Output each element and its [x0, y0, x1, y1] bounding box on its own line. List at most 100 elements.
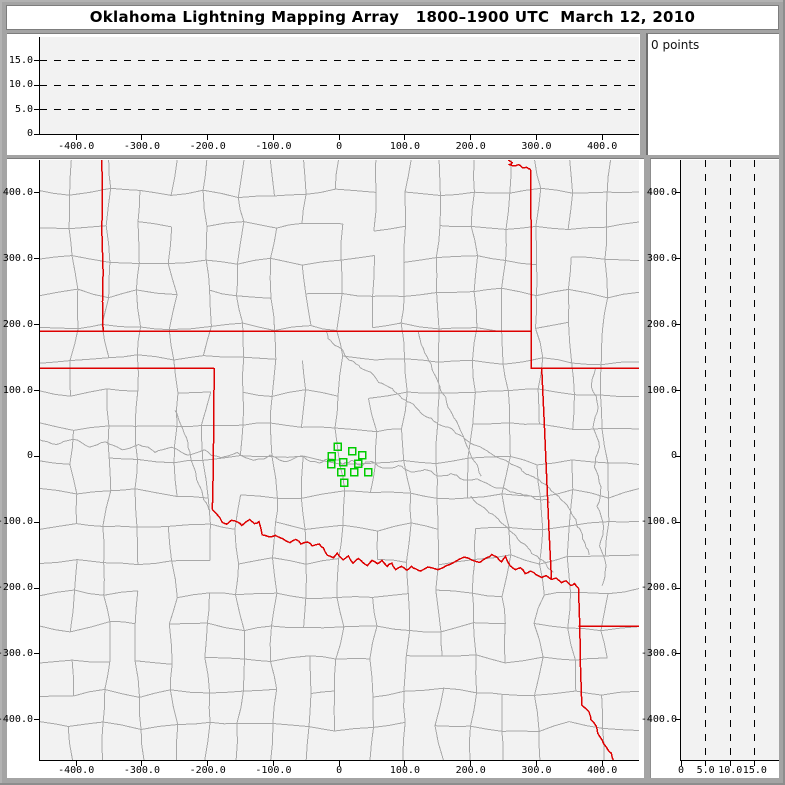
map-y-tick [34, 455, 39, 457]
top-y-tick-label: 0 [26, 128, 33, 139]
map-x-tick [141, 761, 143, 766]
map-y-tick-label: -400.0 [0, 713, 33, 725]
lma-station-marker [338, 458, 348, 467]
top-y-tick [34, 133, 39, 135]
lma-station-marker [333, 442, 343, 451]
right-y-tick [675, 719, 680, 721]
lma-station-marker [327, 460, 336, 469]
oklahoma-region-map [40, 160, 639, 760]
right-y-tick [675, 324, 680, 326]
right-x-tick [705, 761, 707, 766]
top-x-tick-label: 200.0 [455, 141, 486, 152]
right-y-tick-label: 100.0 [646, 384, 677, 396]
right-y-tick-label: -400.0 [640, 713, 677, 725]
map-x-tick [601, 761, 603, 766]
right-y-tick [675, 521, 680, 523]
lma-station-marker [350, 467, 359, 477]
right-y-tick [675, 653, 680, 655]
map-y-tick-label: 400.0 [2, 186, 33, 198]
map-x-tick-label: -400.0 [58, 765, 95, 776]
map-x-tick-label: 300.0 [521, 765, 552, 776]
map-y-tick [34, 587, 39, 589]
map-x-tick-label: -200.0 [189, 765, 226, 776]
right-y-tick [675, 258, 680, 260]
top-x-tick-label: 100.0 [389, 141, 420, 152]
top-y-tick-label: 10.0 [8, 79, 33, 91]
window-title: Oklahoma Lightning Mapping Array 1800–19… [89, 8, 696, 26]
top-x-tick [272, 135, 274, 140]
map-y-tick-label: -200.0 [0, 582, 33, 594]
top-y-tick-label: 15.0 [8, 54, 33, 66]
top-x-tick [470, 135, 472, 140]
top-y-tick [34, 60, 39, 62]
altitude-gridline-dashed [729, 160, 731, 760]
map-x-tick [338, 761, 340, 766]
altitude-gridline-dashed [40, 60, 638, 62]
right-x-tick [754, 761, 756, 766]
right-x-tick [680, 761, 682, 766]
top-x-tick-label: -200.0 [189, 141, 226, 152]
top-x-tick [404, 135, 406, 140]
map-x-tick [207, 761, 209, 766]
top-x-tick [535, 135, 537, 140]
map-y-tick [34, 390, 39, 392]
top-y-tick [34, 109, 39, 111]
top-x-tick [338, 135, 340, 140]
map-y-tick-label: -100.0 [0, 516, 33, 528]
rivers [40, 330, 607, 586]
top-y-tick [34, 84, 39, 86]
lma-station-marker [336, 467, 346, 477]
altitude-gridline-dashed [40, 109, 638, 111]
map-x-tick-label: -100.0 [255, 765, 292, 776]
map-y-tick [34, 719, 39, 721]
map-y-tick [34, 521, 39, 523]
map-x-tick-label: 400.0 [587, 765, 618, 776]
top-x-tick-label: -400.0 [58, 141, 95, 152]
lma-station-marker [363, 467, 373, 477]
altitude-gridline-dashed [705, 160, 707, 760]
lma-station-marker [327, 452, 337, 461]
right-y-tick-label: -200.0 [640, 582, 677, 594]
map-x-tick [272, 761, 274, 766]
top-y-tick-label: 5.0 [14, 103, 33, 115]
right-x-tick-label: 10.0 [718, 765, 743, 776]
right-y-tick [675, 587, 680, 589]
lma-station-marker [340, 478, 349, 487]
map-y-tick [34, 324, 39, 326]
top-x-tick [601, 135, 603, 140]
map-y-tick-label: -300.0 [0, 647, 33, 659]
map-x-tick [535, 761, 537, 766]
lma-stations [327, 442, 373, 487]
state-borders [40, 160, 639, 760]
points-count-panel [646, 33, 779, 155]
right-y-tick-label: 300.0 [646, 252, 677, 264]
map-x-tick [404, 761, 406, 766]
right-y-tick-label: -100.0 [640, 516, 677, 528]
map-x-tick-label: 0 [336, 765, 343, 776]
lma-station-marker [348, 446, 357, 456]
right-y-tick-label: 0 [670, 450, 677, 462]
map-y-tick [34, 258, 39, 260]
altitude-gridline-dashed [40, 84, 638, 86]
map-x-tick [470, 761, 472, 766]
top-x-tick-label: -100.0 [255, 141, 292, 152]
right-y-tick-label: 400.0 [646, 186, 677, 198]
top-x-tick [207, 135, 209, 140]
right-y-tick [675, 390, 680, 392]
map-x-tick-label: 200.0 [455, 765, 486, 776]
top-x-tick-label: 0 [336, 141, 343, 152]
map-y-tick-label: 100.0 [2, 384, 33, 396]
right-y-tick [675, 192, 680, 194]
right-x-tick-label: 5.0 [696, 765, 715, 776]
points-count-label: 0 points [651, 38, 700, 52]
right-x-tick [729, 761, 731, 766]
top-x-tick-label: 400.0 [587, 141, 618, 152]
map-y-tick-label: 200.0 [2, 318, 33, 330]
lma-station-marker [357, 450, 367, 460]
map-y-tick [34, 653, 39, 655]
top-x-tick [75, 135, 77, 140]
right-y-tick-label: -300.0 [640, 647, 677, 659]
map-x-tick-label: 100.0 [389, 765, 420, 776]
right-y-tick-label: 200.0 [646, 318, 677, 330]
